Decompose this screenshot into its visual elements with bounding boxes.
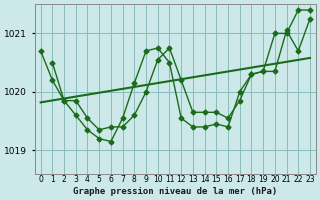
X-axis label: Graphe pression niveau de la mer (hPa): Graphe pression niveau de la mer (hPa) (73, 187, 277, 196)
